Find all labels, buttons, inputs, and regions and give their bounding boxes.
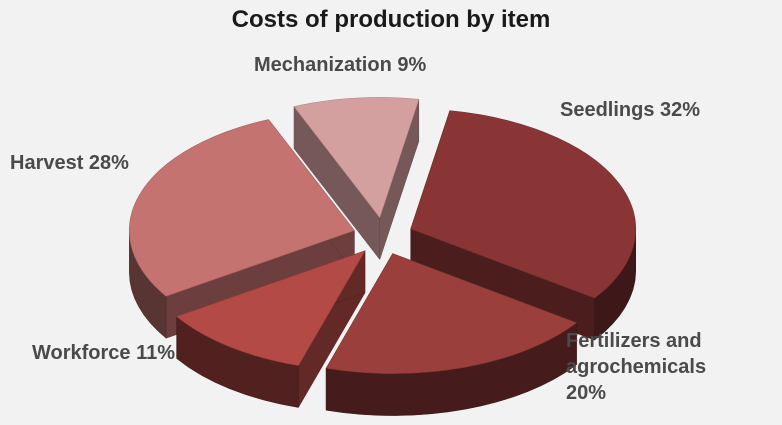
slice-label-harvest: Harvest 28% xyxy=(10,152,129,174)
slice-label-mechanization: Mechanization 9% xyxy=(254,54,427,76)
pie-slice-mechanization xyxy=(293,97,420,261)
pie-slice-workforce xyxy=(176,249,366,409)
pie-slice-fertilizers xyxy=(325,252,578,416)
slice-label-fertilizers: Fertilizers and agrochemicals 20% xyxy=(566,330,707,404)
slice-label-workforce: Workforce 11% xyxy=(32,342,176,364)
chart-title: Costs of production by item xyxy=(231,6,551,33)
slice-label-seedlings: Seedlings 32% xyxy=(560,99,701,121)
